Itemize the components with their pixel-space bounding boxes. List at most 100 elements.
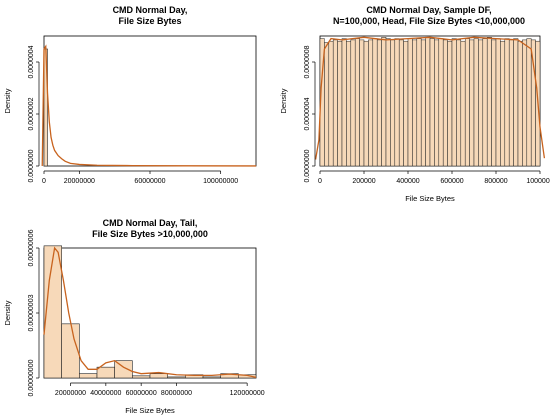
histogram-bars [43, 245, 257, 379]
histogram-bar [368, 39, 374, 167]
x-tick-label: 40000000 [90, 390, 121, 397]
chart-title-line: N=100,000, Head, File Size Bytes <10,000… [333, 16, 525, 26]
density-curve [43, 246, 257, 378]
x-tick-label: 800000 [484, 178, 507, 185]
histogram-bar [478, 39, 484, 167]
histogram-bar [486, 37, 492, 167]
histogram-bar [149, 373, 168, 379]
histogram-bar [341, 38, 347, 167]
histogram-bar [363, 40, 369, 167]
histogram-bar [394, 38, 400, 167]
histogram-bar [416, 38, 422, 167]
x-tick-label: 0 [318, 178, 322, 185]
histogram-bar [61, 323, 80, 379]
histogram-bar [500, 40, 506, 167]
x-tick-label: 120000000 [230, 390, 265, 397]
x-tick-label: 1000000 [526, 178, 550, 185]
y-tick-label: 0.0000000 [28, 149, 35, 182]
histogram-bar [451, 38, 457, 167]
chart-file-size: CMD Normal Day,File Size Bytes 0 20000000 6… [3, 5, 257, 185]
histogram-bars [319, 37, 541, 167]
y-tick-label: 0.0000000 [304, 149, 311, 182]
histogram-bar [522, 39, 528, 167]
histogram-bar [337, 40, 343, 167]
histogram-bar [434, 39, 440, 167]
histogram-bar [491, 39, 497, 167]
y-tick-label: 0.0000008 [304, 45, 311, 78]
x-tick-label: 0 [42, 178, 46, 185]
y-tick-label: 0.00000003 [28, 294, 35, 331]
y-axis-label: Density [3, 88, 12, 113]
histogram-bar [447, 40, 453, 167]
histogram-bar [412, 39, 418, 167]
histogram-bar [526, 38, 532, 167]
histogram-bar [381, 37, 387, 167]
histogram-bar [350, 39, 356, 167]
histogram-bar [425, 37, 431, 167]
y-tick-label: 0.0000004 [304, 97, 311, 130]
histogram-bar [407, 38, 413, 167]
chart-head-sample: CMD Normal Day, Sample DF,N=100,000, Hea… [279, 5, 550, 203]
chart-title-line: CMD Normal Day, Tail, [103, 218, 198, 228]
histogram-bar [354, 38, 360, 167]
histogram-bar [429, 38, 435, 167]
histogram-bar [376, 39, 382, 167]
histogram-bar [464, 38, 470, 167]
histogram-bar [403, 40, 409, 167]
histogram-bar [482, 38, 488, 167]
histogram-bar [390, 39, 396, 167]
x-tick-label: 200000 [352, 178, 375, 185]
y-axis-label: Density [279, 88, 288, 113]
histogram-bar [473, 38, 479, 167]
x-axis-label: File Size Bytes [405, 194, 455, 203]
x-axis-label: File Size Bytes [125, 406, 175, 415]
histogram-bar [495, 38, 501, 167]
histogram-bar [456, 39, 462, 167]
histogram-bar [398, 39, 404, 167]
x-tick-label: 60000000 [134, 178, 165, 185]
histogram-bar [460, 40, 466, 167]
y-tick-label: 0.00000006 [28, 229, 35, 266]
histogram-bar [530, 39, 536, 167]
chart-tail: CMD Normal Day, Tail,File Size Bytes >10… [3, 218, 265, 415]
histogram-bar [508, 39, 514, 167]
histogram-bar [513, 38, 519, 167]
plot-frame [43, 35, 257, 167]
density-curve [314, 36, 546, 160]
y-tick-label: 0.00000000 [28, 359, 35, 396]
histogram-bar [385, 38, 391, 167]
y-axis-label: Density [3, 300, 12, 325]
x-tick-label: 20000000 [64, 178, 95, 185]
histogram-bar [517, 40, 523, 167]
histogram-bar [79, 373, 98, 379]
x-tick-label: 60000000 [126, 390, 157, 397]
density-curve [41, 44, 257, 167]
chart-title-line: CMD Normal Day, Sample DF, [366, 5, 491, 15]
histogram-bar [328, 40, 334, 167]
x-tick-label: 100000000 [203, 178, 238, 185]
histogram-bar [167, 376, 186, 379]
histogram-bar [346, 40, 352, 167]
x-tick-label: 20000000 [55, 390, 86, 397]
histogram-bar [132, 375, 151, 379]
histogram-bar [43, 245, 62, 379]
histogram-bar [114, 360, 133, 379]
x-tick-label: 400000 [396, 178, 419, 185]
y-tick-label: 0.0000004 [28, 45, 35, 78]
histogram-bar [372, 38, 378, 167]
histogram-bar [504, 38, 510, 167]
chart-title-line: CMD Normal Day, [113, 5, 188, 15]
histogram-bar [96, 366, 115, 379]
histogram-bar [202, 376, 221, 379]
chart-title-line: File Size Bytes >10,000,000 [92, 229, 208, 239]
histogram-bar [442, 39, 448, 167]
x-tick-label: 80000000 [161, 390, 192, 397]
histogram-bar [332, 39, 338, 167]
chart-title-line: File Size Bytes [118, 16, 181, 26]
x-tick-label: 600000 [440, 178, 463, 185]
histogram-bar [324, 42, 330, 167]
histogram-bar [469, 39, 475, 167]
histogram-bar [359, 39, 365, 167]
y-tick-label: 0.0000002 [28, 97, 35, 130]
